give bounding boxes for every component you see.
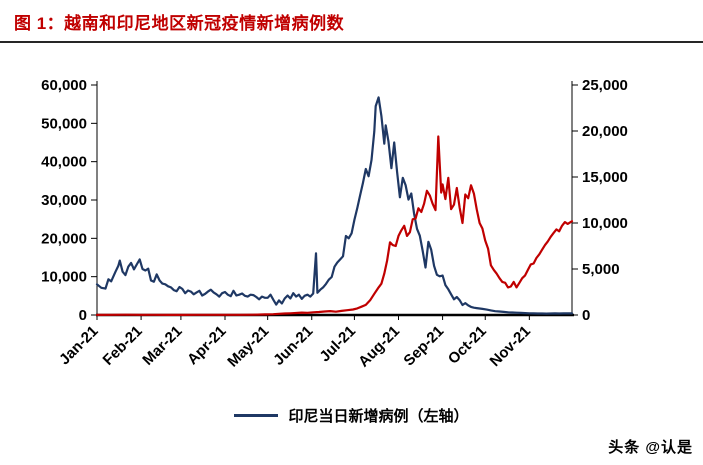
figure-title: 图 1：越南和印尼地区新冠疫情新增病例数 xyxy=(14,14,345,33)
left-axis-tick-label: 60,000 xyxy=(41,77,87,94)
right-axis-tick-label: 25,000 xyxy=(582,77,628,94)
left-axis-tick-label: 40,000 xyxy=(41,154,87,171)
legend-line-swatch-indonesia xyxy=(234,414,279,417)
right-axis-tick-label: 0 xyxy=(582,307,590,324)
legend: 印尼当日新增病例（左轴） xyxy=(0,405,703,426)
right-axis-tick-label: 15,000 xyxy=(582,169,628,186)
x-axis-tick-label: Oct-21 xyxy=(445,323,490,368)
covid-line-chart: 60,00050,00040,00030,00020,00010,000025,… xyxy=(41,77,628,371)
legend-label-indonesia: 印尼当日新增病例（左轴） xyxy=(288,408,469,425)
series-line-indonesia xyxy=(95,96,574,315)
x-axis-tick-label: Mar-21 xyxy=(139,323,185,369)
left-axis-tick-label: 50,000 xyxy=(41,115,87,132)
right-axis-tick-label: 10,000 xyxy=(582,215,628,232)
x-axis-tick-label: Jun-21 xyxy=(270,323,316,369)
x-axis-tick-label: May-21 xyxy=(224,323,272,371)
right-axis-tick-label: 5,000 xyxy=(582,261,620,278)
x-axis-tick-label: Jan-21 xyxy=(56,323,102,369)
figure-title-row: 图 1：越南和印尼地区新冠疫情新增病例数 xyxy=(0,0,703,41)
right-axis: 25,000 20,000 15,000 10,000 5,000 0 xyxy=(571,77,628,324)
left-axis: 60,000 50,000 40,000 30,000 20,000 10,000 0 xyxy=(41,77,98,324)
series-line-vietnam xyxy=(95,135,574,316)
left-axis-tick-label: 30,000 xyxy=(41,192,87,209)
x-axis-tick-label: Nov-21 xyxy=(487,323,534,370)
left-axis-tick-label: 20,000 xyxy=(41,230,87,247)
x-axis-tick-label: Feb-21 xyxy=(100,323,146,369)
x-axis-tick-label: Jul-21 xyxy=(316,323,359,366)
x-axis-tick-label: Apr-21 xyxy=(184,323,230,369)
right-axis-tick-label: 20,000 xyxy=(582,123,628,140)
left-axis-tick-label: 0 xyxy=(79,307,87,324)
title-divider xyxy=(0,41,703,43)
x-axis-tick-label: Sep-21 xyxy=(400,323,447,370)
watermark: 头条 @认是 xyxy=(608,439,693,456)
left-axis-tick-label: 10,000 xyxy=(41,269,87,286)
x-axis-tick-label: Aug-21 xyxy=(355,323,403,371)
